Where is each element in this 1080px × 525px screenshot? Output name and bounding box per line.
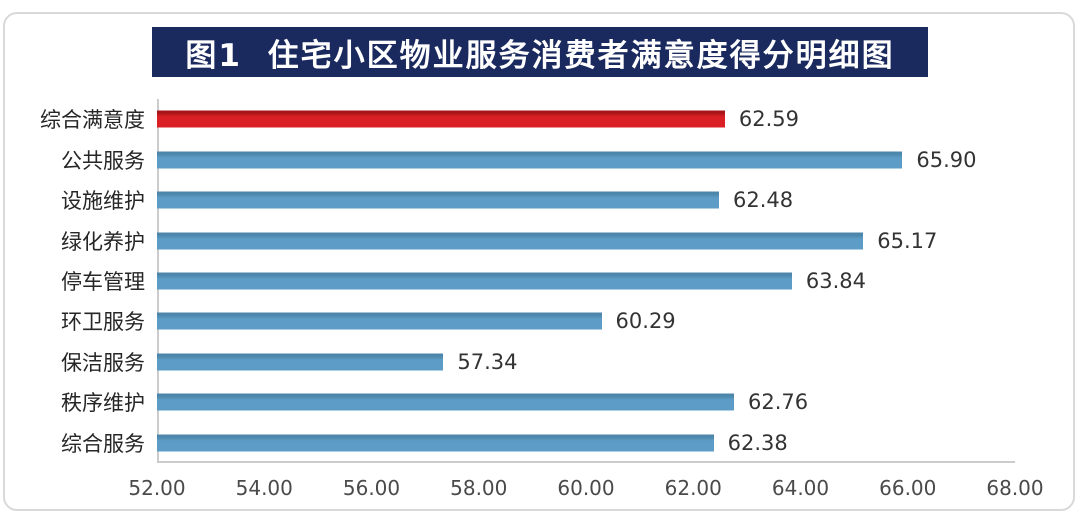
x-axis: 52.00 54.00 56.00 58.00 60.00 62.00 64.00 66.00… (128, 476, 1043, 504)
bar-track: 62.38 (157, 423, 1015, 463)
chart-card: 图1 住宅小区物业服务消费者满意度得分明细图 综合满意度 62.59 公共服务 65.… (3, 12, 1075, 511)
x-tick-label: 54.00 (235, 476, 293, 500)
data-bar (157, 434, 714, 452)
chart-row: 绿化养护 65.17 (5, 220, 1015, 260)
value-label: 57.34 (457, 349, 518, 374)
chart-row: 综合满意度 62.59 (5, 99, 1015, 139)
data-bar (157, 353, 444, 371)
category-label: 综合满意度 (40, 108, 145, 133)
bar-track: 57.34 (157, 342, 1015, 382)
chart-row: 公共服务 65.90 (5, 139, 1015, 179)
bar-track: 65.17 (157, 220, 1015, 260)
chart-rows: 综合满意度 62.59 公共服务 65.90 设施维护 62.48 绿化养护 65.17 停车管… (5, 99, 1015, 463)
value-label: 65.17 (877, 228, 938, 253)
chart-row: 环卫服务 60.29 (5, 301, 1015, 341)
data-bar (157, 232, 864, 250)
chart-row: 设施维护 62.48 (5, 180, 1015, 220)
value-label: 62.38 (727, 430, 788, 455)
category-label: 秩序维护 (61, 391, 145, 416)
bar-track: 62.59 (157, 99, 1015, 139)
x-tick-label: 66.00 (879, 476, 937, 500)
x-tick-label: 52.00 (128, 476, 186, 500)
category-label: 停车管理 (61, 269, 145, 294)
data-bar (157, 151, 903, 169)
data-bar (157, 272, 792, 290)
category-label: 保洁服务 (61, 350, 145, 375)
bar-track: 65.90 (157, 139, 1015, 179)
chart-title: 图1 住宅小区物业服务消费者满意度得分明细图 (152, 27, 928, 77)
category-label: 环卫服务 (61, 310, 145, 335)
x-tick-label: 56.00 (342, 476, 401, 500)
bar-track: 62.76 (157, 382, 1015, 422)
value-label: 65.90 (916, 147, 977, 172)
category-label: 公共服务 (61, 148, 145, 173)
value-label: 62.59 (738, 107, 799, 132)
data-bar-highlight (157, 110, 725, 128)
x-tick-label: 64.00 (771, 476, 830, 500)
x-tick-label: 58.00 (450, 476, 508, 500)
chart-row: 停车管理 63.84 (5, 261, 1015, 301)
bar-track: 63.84 (157, 261, 1015, 301)
chart-row: 秩序维护 62.76 (5, 382, 1015, 422)
x-tick-label: 60.00 (557, 476, 615, 500)
data-bar (157, 312, 602, 330)
value-label: 60.29 (615, 309, 676, 334)
chart-row: 保洁服务 57.34 (5, 342, 1015, 382)
x-tick-label: 62.00 (664, 476, 722, 500)
x-tick-label: 68.00 (986, 476, 1044, 500)
chart-row: 综合服务 62.38 (5, 423, 1015, 463)
value-label: 63.84 (805, 268, 867, 293)
bar-track: 60.29 (157, 301, 1015, 341)
category-label: 设施维护 (61, 189, 145, 214)
value-label: 62.76 (748, 390, 809, 415)
data-bar (157, 393, 734, 411)
category-label: 综合服务 (61, 431, 145, 456)
category-label: 绿化养护 (61, 229, 145, 254)
data-bar (157, 191, 719, 209)
bar-track: 62.48 (157, 180, 1015, 220)
value-label: 62.48 (732, 188, 794, 213)
